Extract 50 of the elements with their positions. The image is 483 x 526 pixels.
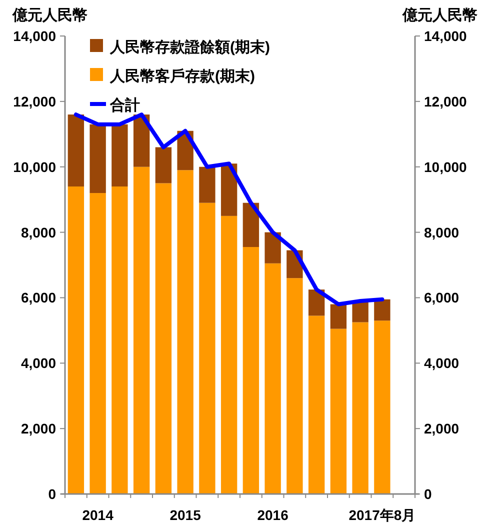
bar (264, 263, 281, 494)
y-tick-label: 6,000 (20, 290, 56, 306)
bar (330, 328, 347, 494)
bar (90, 193, 106, 494)
bar (286, 278, 303, 494)
y2-tick-label: 12,000 (424, 93, 468, 110)
y-tick-label: 12,000 (13, 93, 56, 110)
bar (330, 304, 347, 329)
bar (199, 202, 216, 494)
bar (90, 124, 106, 194)
bar (133, 166, 150, 494)
x-tick-label: 2016 (257, 507, 289, 523)
bar (308, 316, 325, 494)
bar (352, 322, 368, 494)
bar (374, 299, 390, 321)
y-tick-label: 14,000 (13, 28, 56, 44)
y-tick-label: 2,000 (20, 420, 56, 437)
bar (155, 147, 172, 184)
bar (264, 232, 281, 264)
y2-tick-label: 10,000 (424, 158, 468, 175)
y-tick-label: 8,000 (20, 224, 56, 240)
y-tick-label: 0 (48, 486, 56, 502)
bar (199, 166, 216, 203)
legend-label: 合計 (109, 97, 140, 114)
y2-tick-label: 8,000 (424, 224, 460, 240)
bar (155, 183, 172, 494)
bar (68, 186, 84, 494)
y2-tick-label: 4,000 (424, 355, 460, 372)
y-tick-label: 10,000 (13, 158, 56, 175)
y-axis-title: 億元人民幣 (12, 7, 88, 24)
legend-label: 人民幣存款證餘額(期末) (109, 39, 270, 56)
bar (374, 320, 390, 494)
y-tick-label: 4,000 (20, 355, 56, 372)
x-tick-label: 2017年8月 (348, 507, 416, 523)
bar (242, 247, 260, 494)
y2-tick-label: 2,000 (424, 420, 460, 437)
legend-label: 人民幣客戶存款(期末) (109, 67, 255, 85)
bar (242, 202, 260, 248)
bar (112, 124, 128, 186)
y2-axis-title: 億元人民幣 (402, 7, 478, 24)
bar (177, 170, 194, 494)
bar (112, 186, 128, 494)
bar (220, 216, 238, 494)
line-series (74, 112, 384, 306)
x-tick-label: 2015 (170, 507, 202, 523)
y2-tick-label: 14,000 (424, 28, 468, 44)
x-tick-label: 2014 (82, 507, 114, 523)
y2-tick-label: 0 (424, 486, 432, 502)
y2-tick-label: 6,000 (424, 290, 460, 306)
bar (68, 114, 84, 186)
